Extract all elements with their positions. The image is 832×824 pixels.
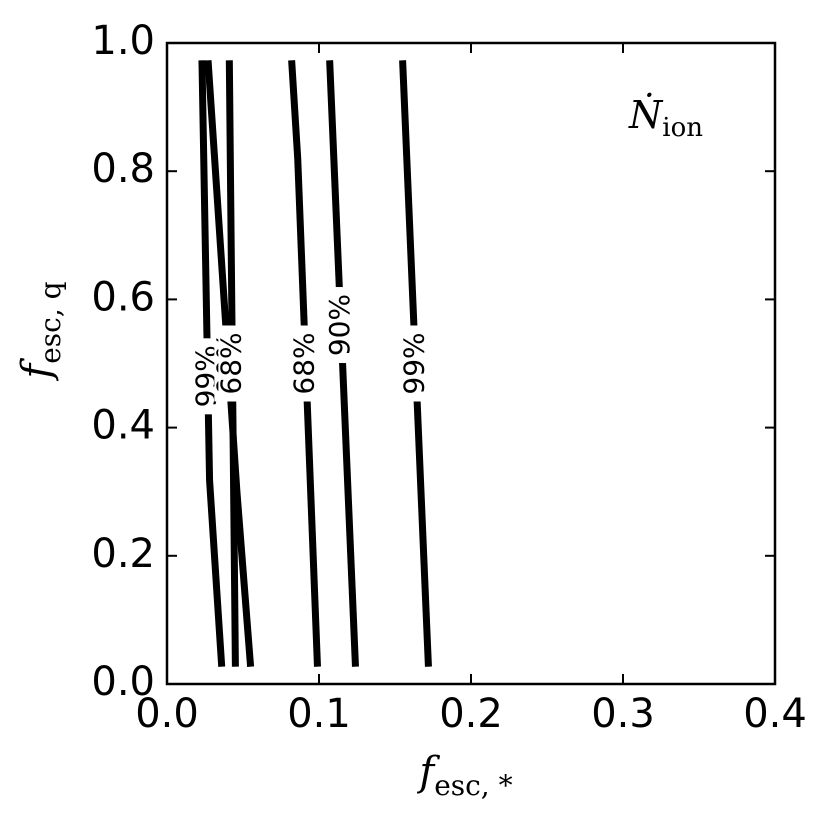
contour-label: 68% [214,332,247,394]
y-tick-label: 0.8 [91,146,155,192]
contour-line [326,60,359,667]
x-axis-label: fesc, * [416,749,512,802]
x-tick-label: 0.0 [135,691,199,737]
x-tick-label: 0.2 [439,691,503,737]
x-tick-label: 0.1 [287,691,351,737]
y-tick-label: 0.2 [91,531,155,577]
contour-label-gap [218,325,247,402]
x-tick-label: 0.4 [743,691,807,737]
annotation: Ṅion [628,93,703,143]
x-tick-label: 0.3 [591,691,655,737]
y-tick-label: 1.0 [91,18,155,64]
contour-label: 68% [288,332,321,394]
contour-label: 99% [398,332,431,394]
contour-label-gap [326,287,355,364]
y-axis-label: fesc, q [14,281,67,381]
contour-label-gap [401,325,430,402]
contour-line [198,60,226,667]
contour-label: 90% [323,294,356,356]
y-tick-label: 0.4 [91,403,155,449]
contour-line [288,60,321,667]
y-tick-label: 0.6 [91,274,155,320]
contour-label-gap [291,325,320,402]
y-tick-label: 0.0 [91,659,155,705]
